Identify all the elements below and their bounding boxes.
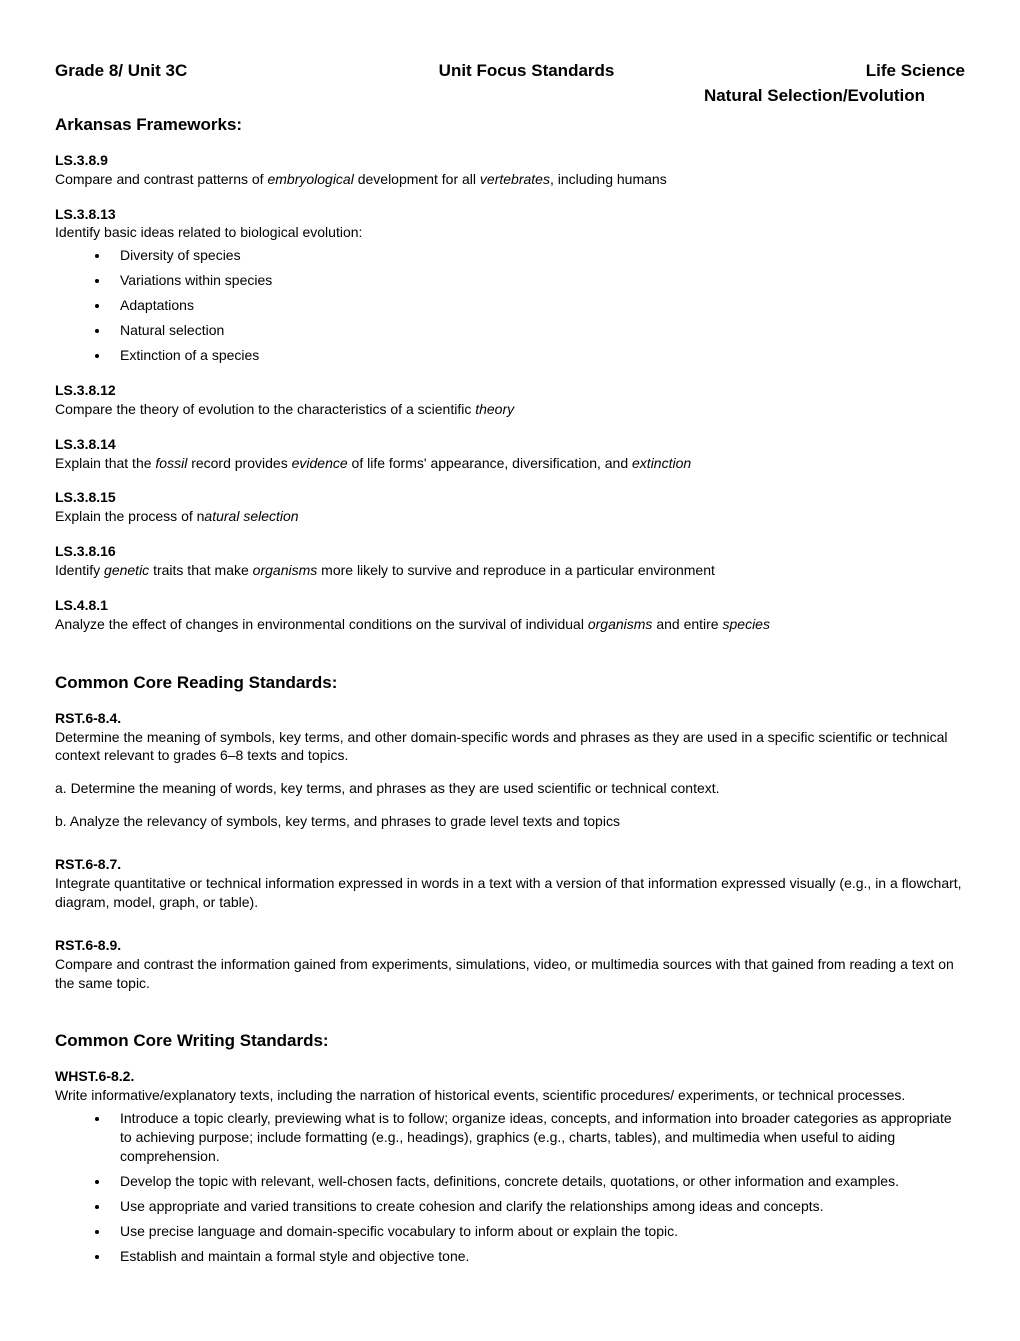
standard-ls3816: LS.3.8.16 Identify genetic traits that m… [55, 542, 965, 580]
standard-ls481: LS.4.8.1 Analyze the effect of changes i… [55, 596, 965, 634]
standard-code: LS.3.8.15 [55, 488, 965, 507]
standard-code: RST.6-8.7. [55, 855, 965, 874]
standard-code: RST.6-8.4. [55, 709, 965, 728]
list-item: Adaptations [110, 296, 965, 315]
standard-rst684: RST.6-8.4. Determine the meaning of symb… [55, 709, 965, 831]
standard-rst689: RST.6-8.9. Compare and contrast the info… [55, 936, 965, 993]
header-center: Unit Focus Standards [187, 60, 866, 83]
standard-ls389: LS.3.8.9 Compare and contrast patterns o… [55, 151, 965, 189]
standard-desc: Compare and contrast the information gai… [55, 955, 965, 993]
standard-desc: Identify genetic traits that make organi… [55, 561, 965, 580]
header-subtitle: Natural Selection/Evolution [55, 85, 965, 108]
standard-desc: Analyze the effect of changes in environ… [55, 615, 965, 634]
sub-item-b: b. Analyze the relevancy of symbols, key… [55, 812, 965, 831]
writing-title: Common Core Writing Standards: [55, 1030, 965, 1053]
standard-desc: Compare and contrast patterns of embryol… [55, 170, 965, 189]
list-item: Extinction of a species [110, 346, 965, 365]
standard-desc: Identify basic ideas related to biologic… [55, 223, 965, 242]
bullet-list: Diversity of species Variations within s… [110, 246, 965, 364]
standard-desc: Integrate quantitative or technical info… [55, 874, 965, 912]
standard-ls3815: LS.3.8.15 Explain the process of natural… [55, 488, 965, 526]
standard-ls3813: LS.3.8.13 Identify basic ideas related t… [55, 205, 965, 365]
list-item: Use appropriate and varied transitions t… [110, 1197, 965, 1216]
standard-code: RST.6-8.9. [55, 936, 965, 955]
list-item: Develop the topic with relevant, well-ch… [110, 1172, 965, 1191]
list-item: Variations within species [110, 271, 965, 290]
standard-desc: Determine the meaning of symbols, key te… [55, 728, 965, 766]
header-left: Grade 8/ Unit 3C [55, 60, 187, 83]
standard-desc: Write informative/explanatory texts, inc… [55, 1086, 965, 1105]
standard-ls3814: LS.3.8.14 Explain that the fossil record… [55, 435, 965, 473]
sub-item-a: a. Determine the meaning of words, key t… [55, 779, 965, 798]
standard-rst687: RST.6-8.7. Integrate quantitative or tec… [55, 855, 965, 912]
page-header: Grade 8/ Unit 3C Unit Focus Standards Li… [55, 60, 965, 83]
list-item: Natural selection [110, 321, 965, 340]
standard-ls3812: LS.3.8.12 Compare the theory of evolutio… [55, 381, 965, 419]
arkansas-title: Arkansas Frameworks: [55, 114, 965, 137]
standard-desc: Compare the theory of evolution to the c… [55, 400, 965, 419]
standard-whst682: WHST.6-8.2. Write informative/explanator… [55, 1067, 965, 1265]
list-item: Introduce a topic clearly, previewing wh… [110, 1109, 965, 1166]
standard-code: LS.3.8.9 [55, 151, 965, 170]
standard-code: LS.4.8.1 [55, 596, 965, 615]
standard-code: LS.3.8.16 [55, 542, 965, 561]
standard-desc: Explain the process of natural selection [55, 507, 965, 526]
standard-code: WHST.6-8.2. [55, 1067, 965, 1086]
list-item: Use precise language and domain-specific… [110, 1222, 965, 1241]
list-item: Diversity of species [110, 246, 965, 265]
standard-desc: Explain that the fossil record provides … [55, 454, 965, 473]
standard-code: LS.3.8.12 [55, 381, 965, 400]
standard-code: LS.3.8.13 [55, 205, 965, 224]
bullet-list: Introduce a topic clearly, previewing wh… [110, 1109, 965, 1265]
standard-code: LS.3.8.14 [55, 435, 965, 454]
list-item: Establish and maintain a formal style an… [110, 1247, 965, 1266]
reading-title: Common Core Reading Standards: [55, 672, 965, 695]
header-right: Life Science [866, 60, 965, 83]
